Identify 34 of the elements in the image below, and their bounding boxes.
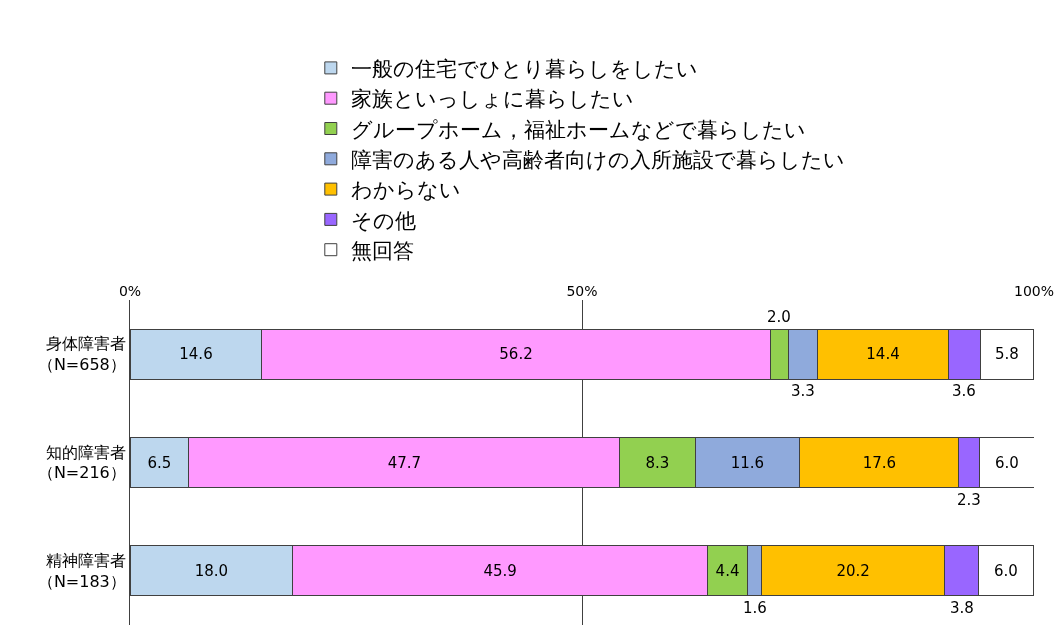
data-label: 5.8 bbox=[994, 345, 1019, 364]
data-label: 6.5 bbox=[147, 453, 172, 472]
data-label: 18.0 bbox=[194, 561, 229, 580]
legend-label: 障害のある人や高齢者向けの入所施設で暮らしたい bbox=[350, 147, 845, 172]
data-label: 17.6 bbox=[862, 453, 897, 472]
legend-label: 無回答 bbox=[350, 238, 414, 263]
data-label: 2.3 bbox=[957, 491, 981, 509]
data-label: 20.2 bbox=[836, 561, 870, 580]
data-label: 2.0 bbox=[767, 308, 791, 326]
data-label: 56.2 bbox=[499, 345, 533, 364]
data-label: 3.8 bbox=[950, 599, 974, 617]
data-label: 1.6 bbox=[743, 599, 767, 617]
data-label: 45.9 bbox=[483, 561, 517, 580]
data-label: 11.6 bbox=[730, 453, 765, 472]
legend-label: その他 bbox=[350, 208, 416, 233]
data-label: 3.6 bbox=[952, 382, 976, 400]
legend-label: グループホーム，福祉ホームなどで暮らしたい bbox=[350, 117, 806, 142]
legend-label: 家族といっしょに暮らしたい bbox=[350, 87, 634, 112]
data-label: 6.0 bbox=[994, 453, 1019, 472]
data-label: 4.4 bbox=[715, 561, 740, 580]
data-label: 6.0 bbox=[994, 561, 1018, 580]
legend-label: 一般の住宅でひとり暮らしをしたい bbox=[350, 57, 698, 82]
y-tick-label: 精神障害者（N=183） bbox=[37, 551, 126, 591]
y-tick-label: 知的障害者（N=216） bbox=[37, 442, 126, 483]
x-tick-label: 100% bbox=[1013, 283, 1055, 300]
x-tick-label: 0% bbox=[118, 283, 142, 300]
legend-label: わからない bbox=[350, 178, 461, 203]
data-label: 14.6 bbox=[179, 345, 213, 364]
data-label: 3.3 bbox=[791, 382, 815, 400]
x-tick-label: 50% bbox=[566, 283, 598, 300]
data-label: 8.3 bbox=[645, 453, 670, 472]
data-label: 47.7 bbox=[387, 453, 422, 472]
data-label: 14.4 bbox=[866, 345, 900, 364]
y-tick-label: 身体障害者（N=658） bbox=[37, 334, 126, 375]
